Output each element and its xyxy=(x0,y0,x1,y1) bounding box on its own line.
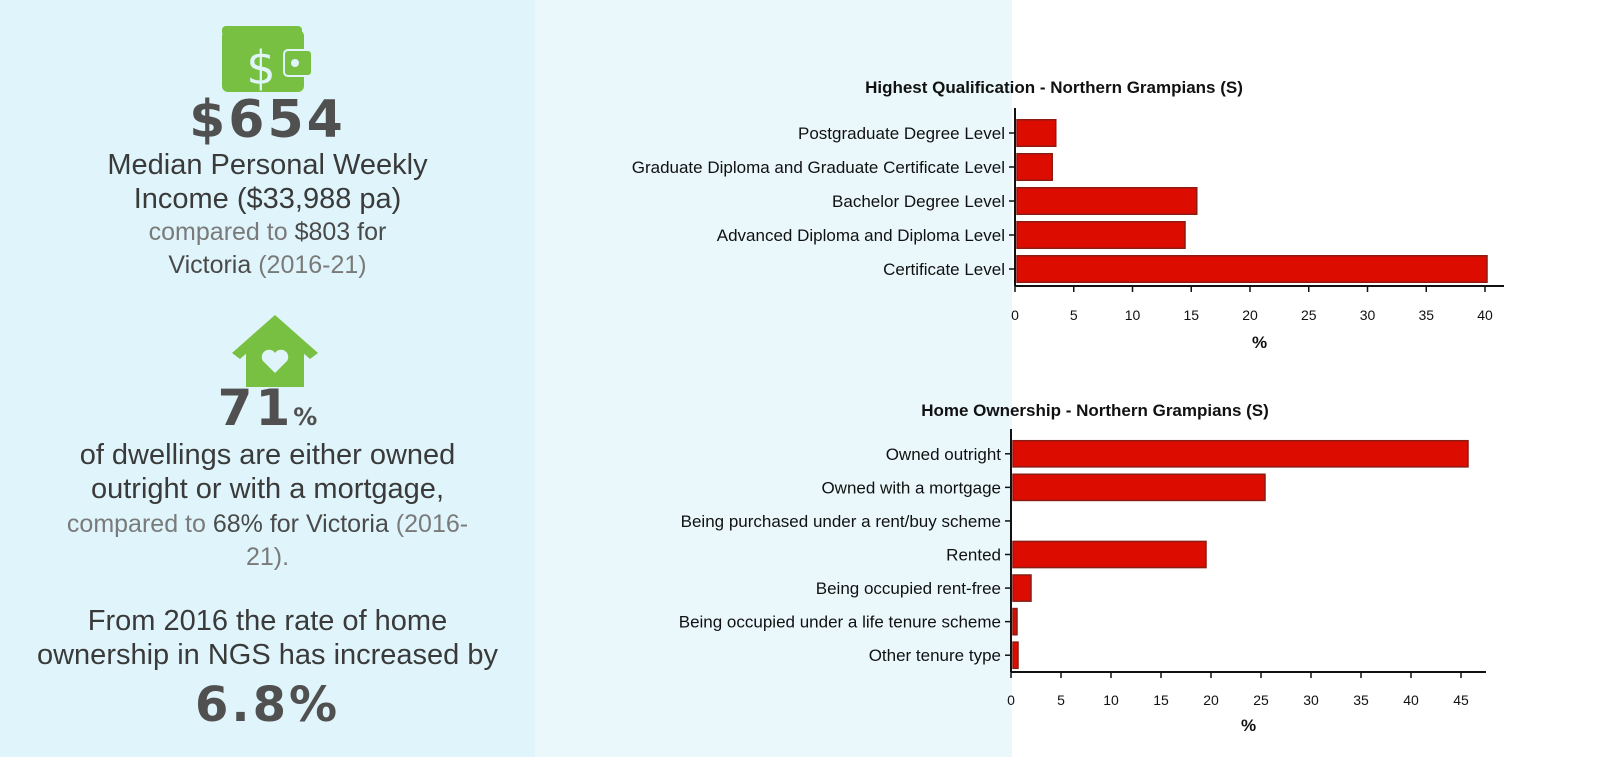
x-tick-label-1-4: 20 xyxy=(1203,692,1219,708)
category-label-0-3: Advanced Diploma and Diploma Level xyxy=(717,226,1005,245)
x-tick-label-1-3: 15 xyxy=(1153,692,1169,708)
ownership-compare-period-end: 21). xyxy=(245,543,290,571)
growth-label: From 2016 the rate of home ownership in … xyxy=(0,604,535,672)
ownership-label-line1: of dwellings are either owned xyxy=(79,439,456,471)
category-label-1-6: Other tenure type xyxy=(869,646,1001,665)
x-tick-label-1-5: 25 xyxy=(1253,692,1269,708)
category-label-1-3: Rented xyxy=(946,546,1001,565)
growth-label-line1: From 2016 the rate of home xyxy=(87,605,448,637)
svg-text:$: $ xyxy=(246,41,275,95)
category-label-0-1: Graduate Diploma and Graduate Certificat… xyxy=(632,158,1005,177)
income-compare-period: (2016-21) xyxy=(251,251,367,279)
growth-label-line2: ownership in NGS has increased by xyxy=(36,639,498,671)
ownership-comparison: compared to 68% for Victoria (2016- 21). xyxy=(0,508,535,574)
category-label-1-0: Owned outright xyxy=(886,445,1002,464)
x-tick-label-1-1: 5 xyxy=(1057,692,1065,708)
x-tick-label-0-4: 20 xyxy=(1242,307,1258,323)
ownership-compare-prefix: compared to xyxy=(66,510,213,538)
income-value: $654 xyxy=(189,90,346,150)
x-tick-label-0-2: 10 xyxy=(1125,307,1141,323)
x-tick-label-1-6: 30 xyxy=(1303,692,1319,708)
income-label-line2: Income ($33,988 pa) xyxy=(133,183,402,215)
income-label: Median Personal Weekly Income ($33,988 p… xyxy=(0,148,535,216)
bar-1-6 xyxy=(1012,641,1019,670)
house-heart-icon xyxy=(232,315,318,392)
bar-0-2 xyxy=(1016,186,1198,216)
bar-0-4 xyxy=(1016,254,1488,284)
wallet-dollar-icon: $ xyxy=(222,26,316,101)
bar-1-0 xyxy=(1012,439,1469,468)
x-tick-label-0-5: 25 xyxy=(1301,307,1317,323)
category-label-1-2: Being purchased under a rent/buy scheme xyxy=(681,512,1001,531)
x-tick-label-1-8: 40 xyxy=(1403,692,1419,708)
bar-1-5 xyxy=(1012,607,1018,636)
x-axis-label-1: % xyxy=(1241,716,1256,735)
x-tick-label-1-7: 35 xyxy=(1353,692,1369,708)
x-tick-label-0-3: 15 xyxy=(1183,307,1199,323)
category-label-0-4: Certificate Level xyxy=(883,260,1005,279)
x-tick-label-0-7: 35 xyxy=(1418,307,1434,323)
x-tick-label-0-1: 5 xyxy=(1070,307,1078,323)
income-compare-value: $803 for xyxy=(294,218,387,246)
bar-0-1 xyxy=(1016,152,1053,182)
middle-background-panel xyxy=(535,0,1012,757)
growth-value: 6.8% xyxy=(194,677,341,733)
ownership-value: 71 xyxy=(217,379,294,437)
x-tick-label-1-9: 45 xyxy=(1453,692,1469,708)
x-tick-label-1-0: 0 xyxy=(1007,692,1015,708)
chart-title-0: Highest Qualification - Northern Grampia… xyxy=(865,78,1243,97)
ownership-unit: % xyxy=(293,403,318,431)
category-label-1-5: Being occupied under a life tenure schem… xyxy=(679,613,1001,632)
bar-1-3 xyxy=(1012,540,1207,569)
bar-1-4 xyxy=(1012,574,1032,602)
x-axis-label-0: % xyxy=(1252,333,1267,352)
ownership-compare-period: (2016- xyxy=(388,510,469,538)
bar-0-0 xyxy=(1016,118,1057,148)
income-comparison: compared to $803 for Victoria (2016-21) xyxy=(0,216,535,282)
bar-0-3 xyxy=(1016,220,1186,250)
ownership-label: of dwellings are either owned outright o… xyxy=(0,438,535,506)
income-label-line1: Median Personal Weekly xyxy=(107,149,428,181)
bar-1-1 xyxy=(1012,473,1266,502)
category-label-0-0: Postgraduate Degree Level xyxy=(798,124,1005,143)
x-tick-label-0-0: 0 xyxy=(1011,307,1019,323)
chart-title-1: Home Ownership - Northern Grampians (S) xyxy=(921,401,1269,420)
category-label-1-1: Owned with a mortgage xyxy=(821,478,1001,497)
category-label-0-2: Bachelor Degree Level xyxy=(832,192,1005,211)
income-compare-region: Victoria xyxy=(168,251,252,279)
x-tick-label-0-6: 30 xyxy=(1360,307,1376,323)
income-compare-prefix: compared to xyxy=(148,218,295,246)
x-tick-label-1-2: 10 xyxy=(1103,692,1119,708)
x-tick-label-0-8: 40 xyxy=(1477,307,1493,323)
ownership-label-line2: outright or with a mortgage, xyxy=(90,473,444,505)
category-label-1-4: Being occupied rent-free xyxy=(816,579,1001,598)
ownership-compare-value: 68% for Victoria xyxy=(212,510,389,538)
ownership-value-row: 71% xyxy=(0,380,535,449)
